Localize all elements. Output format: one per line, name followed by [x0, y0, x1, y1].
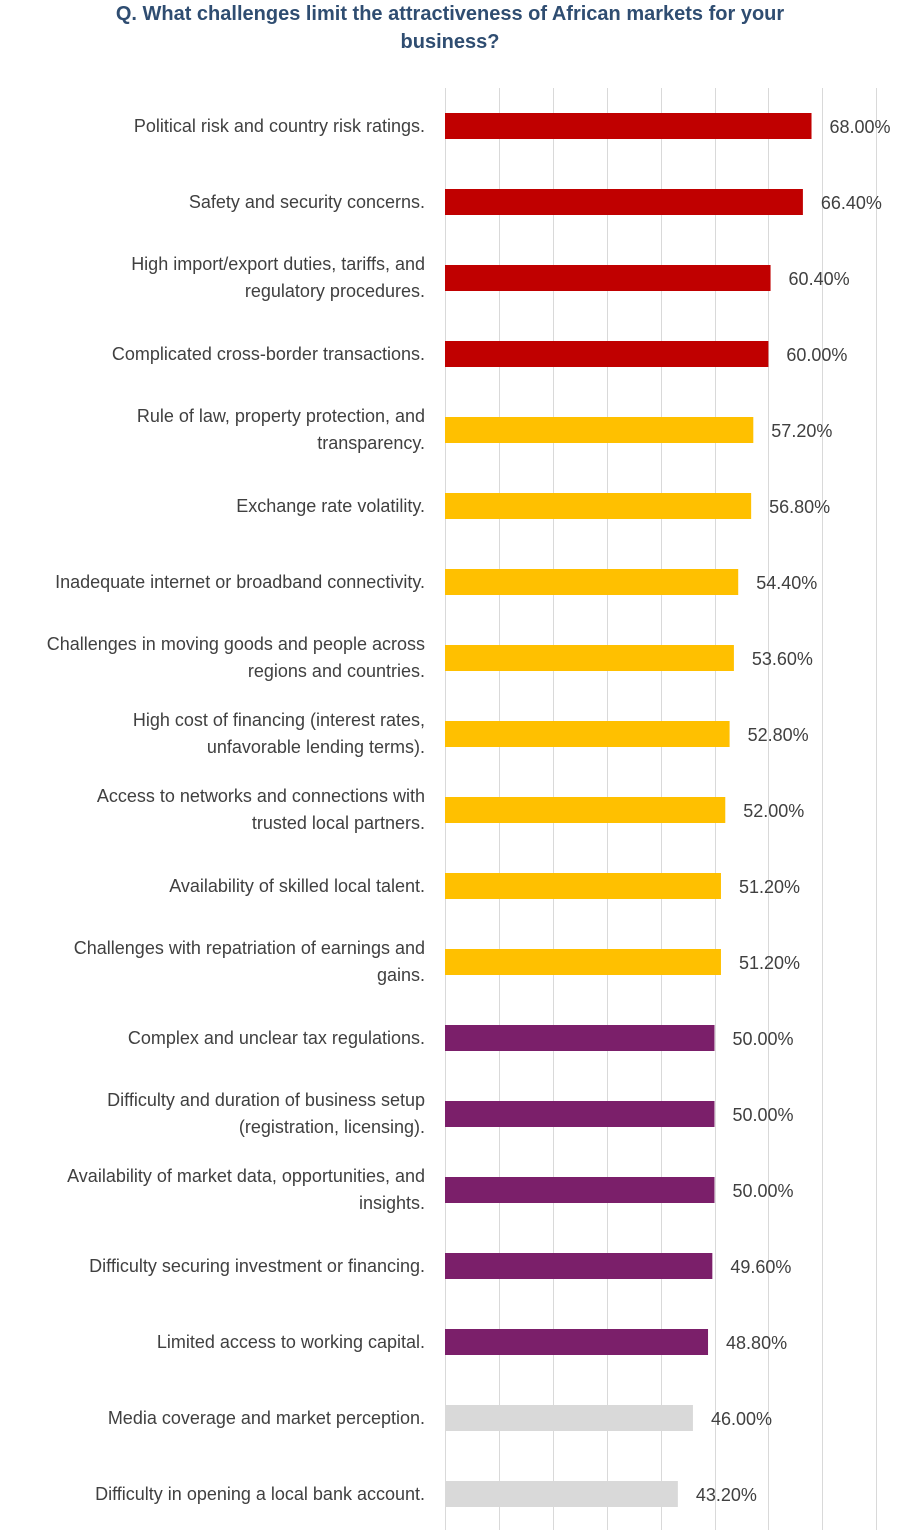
category-label: Difficulty securing investment or financ…	[89, 1256, 425, 1276]
value-label: 51.20%	[739, 953, 800, 973]
bar	[445, 797, 726, 823]
value-label: 53.60%	[752, 649, 813, 669]
bar	[445, 721, 730, 747]
value-label: 49.60%	[730, 1257, 791, 1277]
category-label: Exchange rate volatility.	[236, 496, 425, 516]
bar	[445, 1481, 678, 1507]
category-labels: Political risk and country risk ratings.…	[47, 116, 425, 1504]
bar	[445, 265, 771, 291]
chart-title-line-1: Q. What challenges limit the attractiven…	[115, 3, 785, 25]
bar	[445, 1101, 715, 1127]
value-labels: 68.00% 66.40% 60.40% 60.00% 57.20% 56.80% 54.4…	[696, 117, 891, 1505]
value-label: 60.40%	[789, 269, 850, 289]
bar	[445, 949, 721, 975]
value-label: 52.80%	[748, 725, 809, 745]
value-label: 46.00%	[711, 1409, 772, 1429]
value-label: 60.00%	[786, 345, 847, 365]
category-label: Political risk and country risk ratings.	[134, 116, 425, 136]
bar	[445, 1177, 715, 1203]
value-label: 43.20%	[696, 1485, 757, 1505]
category-label: Complex and unclear tax regulations.	[128, 1028, 425, 1048]
bar	[445, 493, 752, 519]
gridlines	[445, 88, 877, 1530]
bar	[445, 113, 812, 139]
category-label: Limited access to working capital.	[157, 1332, 425, 1352]
value-label: 66.40%	[821, 193, 882, 213]
bar	[445, 569, 739, 595]
value-label: 68.00%	[830, 117, 891, 137]
category-label: Availability of skilled local talent.	[169, 876, 425, 896]
bar	[445, 1405, 693, 1431]
bar	[445, 873, 721, 899]
category-label: Availability of market data, opportuniti…	[67, 1166, 425, 1213]
category-label: Rule of law, property protection, and tra…	[137, 406, 425, 453]
category-label: Complicated cross-border transactions.	[112, 344, 425, 364]
category-label: High import/export duties, tariffs, and r…	[131, 254, 425, 301]
value-label: 52.00%	[743, 801, 804, 821]
category-label: Access to networks and connections with t…	[97, 786, 425, 833]
chart-title: Q. What challenges limit the attractiven…	[0, 0, 900, 56]
value-label: 50.00%	[733, 1181, 794, 1201]
category-label: Challenges in moving goods and people ac…	[47, 634, 425, 681]
bar	[445, 189, 803, 215]
value-label: 50.00%	[733, 1029, 794, 1049]
bars	[445, 113, 812, 1507]
category-label: Media coverage and market perception.	[108, 1408, 425, 1428]
bar	[445, 1329, 709, 1355]
value-label: 57.20%	[771, 421, 832, 441]
category-label: Inadequate internet or broadband connect…	[55, 572, 425, 592]
bar	[445, 1253, 713, 1279]
value-label: 54.40%	[756, 573, 817, 593]
chart-title-line-2: business?	[400, 31, 500, 53]
category-label: Challenges with repatriation of earnings…	[74, 938, 425, 985]
bar	[445, 1025, 715, 1051]
value-label: 48.80%	[726, 1333, 787, 1353]
value-label: 50.00%	[733, 1105, 794, 1125]
value-label: 56.80%	[769, 497, 830, 517]
category-label: High cost of financing (interest rates, u…	[133, 710, 425, 757]
bar	[445, 417, 754, 443]
value-label: 51.20%	[739, 877, 800, 897]
category-label: Difficulty and duration of business setu…	[107, 1090, 425, 1137]
bar	[445, 645, 734, 671]
bar	[445, 341, 769, 367]
category-label: Difficulty in opening a local bank accou…	[95, 1484, 425, 1504]
category-label: Safety and security concerns.	[189, 192, 425, 212]
